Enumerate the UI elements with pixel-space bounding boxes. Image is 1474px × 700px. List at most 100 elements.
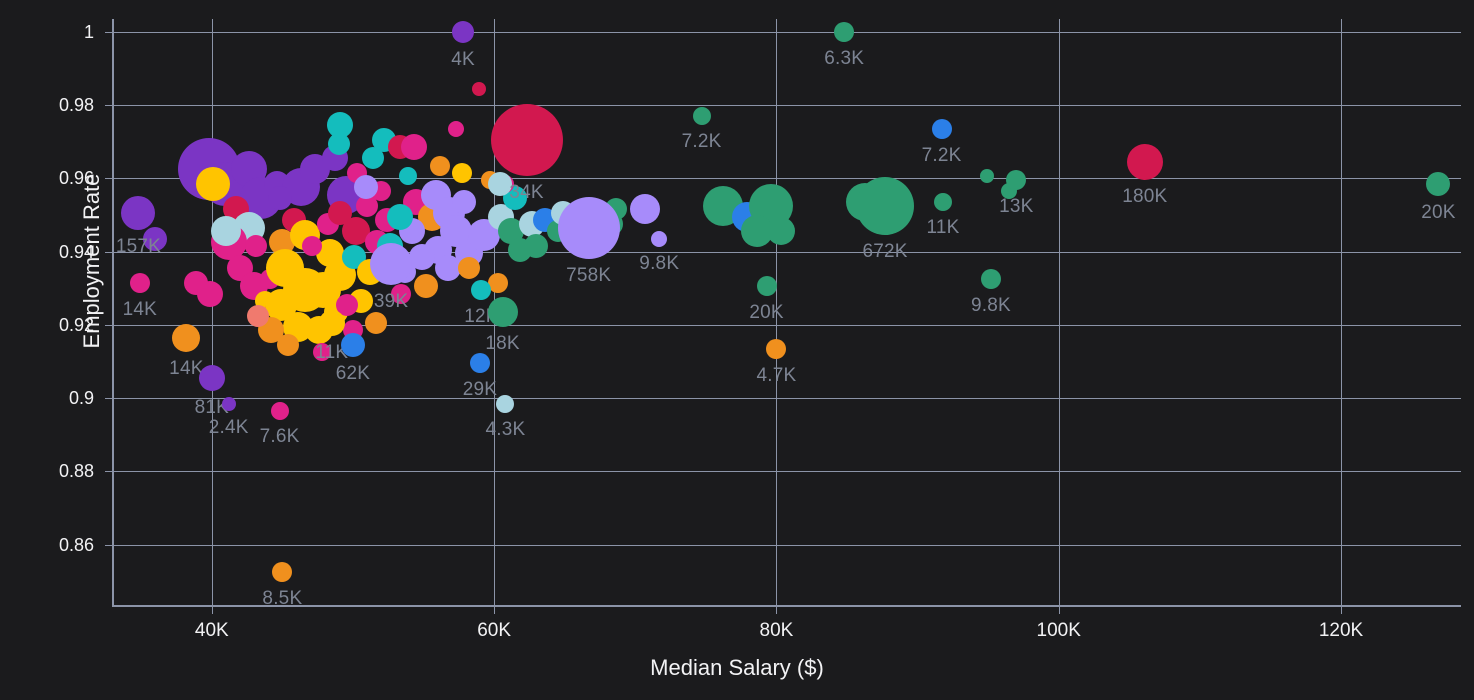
- bubble-point[interactable]: [221, 396, 236, 411]
- x-axis-title: Median Salary ($): [650, 655, 824, 680]
- bubble-point[interactable]: [979, 169, 994, 184]
- bubble-point[interactable]: [496, 394, 515, 413]
- bubble-point[interactable]: [457, 257, 480, 280]
- x-axis-tick-label: 40K: [194, 620, 229, 641]
- bubble-point[interactable]: [247, 304, 270, 327]
- bubble-point[interactable]: [471, 81, 486, 96]
- gridline-horizontal: [113, 251, 1461, 253]
- bubble-point[interactable]: [143, 226, 168, 251]
- bubble-point[interactable]: [272, 562, 293, 583]
- bubble-point[interactable]: [931, 118, 952, 139]
- bubble-point[interactable]: [447, 120, 464, 137]
- x-axis-tick-label: 100K: [1036, 620, 1081, 641]
- bubble-point[interactable]: [386, 203, 413, 230]
- bubble-value-label: 4.7K: [756, 364, 797, 386]
- y-axis-tick: [105, 324, 113, 326]
- y-axis-tick-label: 0.96: [58, 168, 94, 189]
- bubble-point[interactable]: [196, 166, 231, 201]
- bubble-point[interactable]: [471, 280, 492, 301]
- bubble-point[interactable]: [370, 243, 413, 286]
- bubble-point[interactable]: [1426, 171, 1451, 196]
- bubble-point[interactable]: [356, 194, 379, 217]
- gridline-horizontal: [113, 31, 1461, 33]
- x-axis-line: [112, 605, 1461, 607]
- bubble-point[interactable]: [452, 190, 477, 215]
- bubble-value-label: 14K: [169, 357, 204, 379]
- bubble-point[interactable]: [487, 171, 512, 196]
- bubble-point[interactable]: [277, 333, 300, 356]
- bubble-point[interactable]: [980, 269, 1001, 290]
- bubble-point[interactable]: [270, 401, 289, 420]
- bubble-point[interactable]: [414, 274, 439, 299]
- y-axis-line: [112, 19, 114, 606]
- x-axis-tick-label: 120K: [1318, 620, 1364, 641]
- bubble-point[interactable]: [557, 196, 620, 259]
- gridline-vertical: [1341, 19, 1343, 605]
- bubble-point[interactable]: [267, 186, 292, 211]
- bubble-point[interactable]: [451, 162, 472, 183]
- bubble-value-label: 7.2K: [921, 144, 962, 166]
- bubble-value-label: 672K: [862, 240, 908, 262]
- x-axis-tick: [776, 605, 778, 614]
- y-axis-tick: [105, 251, 113, 253]
- bubble-point[interactable]: [121, 196, 156, 231]
- bubble-point[interactable]: [766, 217, 795, 246]
- y-axis-tick-label: 0.92: [58, 314, 94, 335]
- bubble-point[interactable]: [933, 193, 952, 212]
- bubble-point[interactable]: [1126, 143, 1163, 180]
- y-axis-tick: [105, 544, 113, 546]
- bubble-value-label: 4K: [451, 48, 475, 70]
- bubble-point[interactable]: [353, 175, 378, 200]
- bubble-value-label: 157K: [115, 236, 161, 258]
- x-axis-tick: [211, 605, 213, 614]
- bubble-value-label: 2.4K: [208, 416, 249, 438]
- y-axis-tick-label: 0.9: [68, 388, 94, 409]
- bubble-value-label: 39K: [373, 291, 409, 313]
- bubble-point[interactable]: [766, 338, 787, 359]
- bubble-point[interactable]: [452, 20, 475, 43]
- bubble-point[interactable]: [197, 280, 224, 307]
- bubble-point[interactable]: [507, 237, 532, 262]
- bubble-point[interactable]: [400, 134, 427, 161]
- y-axis-tick-label: 0.86: [58, 534, 94, 555]
- x-axis-tick: [1341, 605, 1343, 614]
- bubble-point[interactable]: [399, 167, 417, 186]
- bubble-point[interactable]: [336, 293, 359, 316]
- bubble-point[interactable]: [469, 353, 490, 374]
- y-axis-tick: [105, 471, 113, 473]
- bubble-point[interactable]: [210, 216, 241, 247]
- bubble-point[interactable]: [327, 132, 350, 155]
- bubble-point[interactable]: [487, 297, 518, 327]
- bubble-point[interactable]: [340, 332, 365, 357]
- bubble-point[interactable]: [856, 176, 915, 235]
- x-axis-tick: [494, 605, 496, 614]
- x-axis-tick: [1058, 605, 1060, 614]
- y-axis-tick-label: 0.98: [58, 95, 94, 116]
- bubble-point[interactable]: [172, 323, 201, 352]
- y-axis-tick-label: 1: [83, 21, 94, 42]
- bubble-point[interactable]: [327, 112, 354, 139]
- bubble-value-label: 7.2K: [681, 131, 722, 153]
- bubble-point[interactable]: [390, 283, 411, 304]
- bubble-point[interactable]: [756, 276, 777, 297]
- bubble-value-label: 11K: [315, 341, 349, 363]
- bubble-point[interactable]: [364, 311, 387, 334]
- bubble-point[interactable]: [244, 235, 267, 258]
- bubble-point[interactable]: [430, 155, 451, 176]
- bubble-point[interactable]: [1006, 170, 1027, 191]
- y-axis-tick: [105, 31, 113, 33]
- bubble-point[interactable]: [312, 343, 331, 362]
- bubble-point[interactable]: [651, 230, 668, 247]
- bubble-point[interactable]: [198, 364, 225, 391]
- bubble-point[interactable]: [630, 194, 661, 225]
- bubble-point[interactable]: [834, 21, 855, 42]
- bubble-point[interactable]: [318, 309, 345, 336]
- bubble-point[interactable]: [361, 147, 384, 170]
- bubble-point[interactable]: [488, 272, 509, 293]
- bubble-point[interactable]: [490, 103, 563, 176]
- gridline-horizontal: [113, 398, 1461, 400]
- bubble-point[interactable]: [302, 236, 323, 257]
- bubble-point[interactable]: [692, 107, 711, 126]
- bubble-point[interactable]: [129, 272, 150, 293]
